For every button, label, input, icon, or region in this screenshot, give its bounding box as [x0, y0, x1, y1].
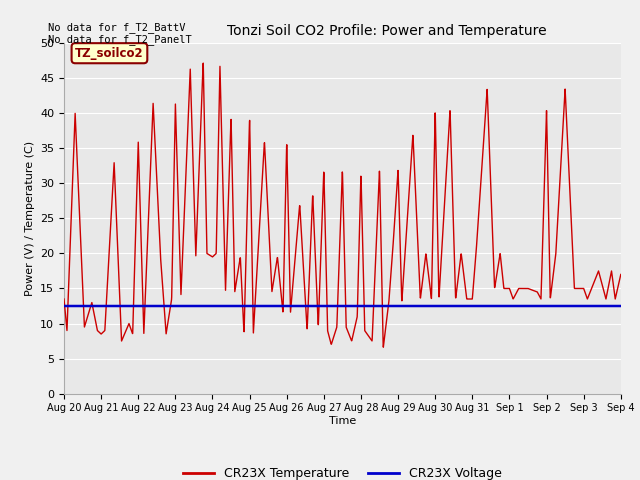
Text: TZ_soilco2: TZ_soilco2 — [75, 47, 144, 60]
Text: No data for f_T2_PanelT: No data for f_T2_PanelT — [48, 34, 192, 45]
Text: No data for f_T2_BattV: No data for f_T2_BattV — [48, 22, 186, 33]
Title: Tonzi Soil CO2 Profile: Power and Temperature: Tonzi Soil CO2 Profile: Power and Temper… — [227, 24, 547, 38]
Y-axis label: Power (V) / Temperature (C): Power (V) / Temperature (C) — [24, 141, 35, 296]
Legend: CR23X Temperature, CR23X Voltage: CR23X Temperature, CR23X Voltage — [178, 462, 507, 480]
X-axis label: Time: Time — [329, 416, 356, 426]
